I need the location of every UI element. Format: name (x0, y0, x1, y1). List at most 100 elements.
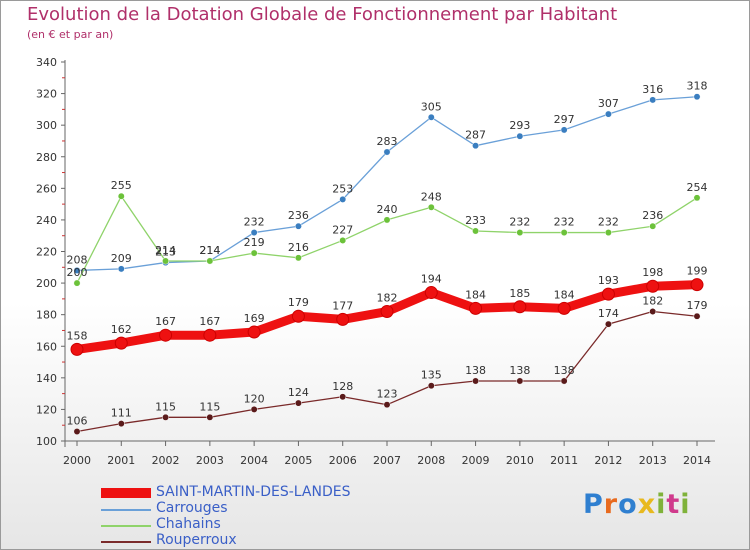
data-label-rouperroux: 124 (288, 386, 309, 399)
data-label-carrouges: 283 (377, 135, 398, 148)
data-point-rouperroux (294, 399, 302, 407)
data-label-carrouges: 307 (598, 97, 619, 110)
data-point-chahains (162, 257, 170, 265)
y-tick-label: 240 (36, 214, 57, 227)
data-point-chahains (604, 229, 612, 237)
y-tick-label: 180 (36, 309, 57, 322)
data-label-saint-martin-des-landes: 199 (687, 265, 708, 278)
data-point-rouperroux (516, 377, 524, 385)
legend-swatch (101, 541, 151, 543)
x-tick-label: 2003 (196, 454, 224, 467)
data-point-carrouges (73, 267, 81, 274)
data-label-chahains: 227 (332, 223, 353, 236)
data-label-chahains: 232 (554, 216, 575, 229)
logo-letter: i (656, 489, 667, 520)
data-label-rouperroux: 120 (244, 392, 265, 405)
legend-swatch (101, 509, 151, 511)
data-label-saint-martin-des-landes: 169 (244, 312, 265, 325)
data-label-carrouges: 208 (67, 253, 88, 266)
data-label-carrouges: 305 (421, 100, 442, 113)
y-tick-label: 140 (36, 372, 57, 385)
data-point-rouperroux (206, 413, 214, 421)
data-label-rouperroux: 138 (465, 364, 486, 377)
data-label-carrouges: 318 (687, 80, 708, 93)
chart-subtitle: (en € et par an) (27, 28, 114, 41)
data-label-carrouges: 213 (155, 246, 176, 259)
legend-item-rouperroux: Rouperroux (101, 532, 421, 548)
data-label-carrouges: 253 (332, 182, 353, 195)
data-label-rouperroux: 106 (67, 415, 88, 428)
x-tick-label: 2009 (462, 454, 490, 467)
data-label-chahains: 219 (244, 236, 265, 249)
data-point-carrouges (339, 195, 347, 203)
data-label-saint-martin-des-landes: 158 (67, 329, 88, 342)
data-label-saint-martin-des-landes: 167 (155, 315, 176, 328)
y-tick-label: 220 (36, 246, 57, 259)
data-label-carrouges: 297 (554, 113, 575, 126)
x-tick-label: 2010 (506, 454, 534, 467)
legend-swatch (101, 488, 151, 498)
x-tick-label: 2001 (107, 454, 135, 467)
data-label-chahains: 240 (377, 203, 398, 216)
data-point-chahains (427, 203, 435, 211)
data-label-rouperroux: 111 (111, 407, 132, 420)
data-point-saint-martin-des-landes (513, 300, 527, 314)
x-tick-label: 2005 (284, 454, 312, 467)
data-point-saint-martin-des-landes (114, 336, 128, 350)
data-label-chahains: 255 (111, 179, 132, 192)
data-point-carrouges (383, 148, 391, 156)
x-tick-label: 2013 (639, 454, 667, 467)
data-point-rouperroux (472, 377, 480, 385)
data-point-chahains (206, 257, 214, 265)
data-point-rouperroux (383, 401, 391, 409)
y-tick-label: 160 (36, 340, 57, 353)
data-label-rouperroux: 179 (687, 299, 708, 312)
chart-title: Evolution de la Dotation Globale de Fonc… (27, 4, 618, 25)
logo-letter: o (618, 489, 638, 520)
data-point-rouperroux (560, 377, 568, 385)
data-point-chahains (294, 254, 302, 262)
logo-letter: P (583, 489, 604, 520)
data-label-chahains: 232 (509, 216, 530, 229)
logo-letter: r (603, 489, 619, 520)
legend-swatch (101, 525, 151, 527)
data-label-rouperroux: 135 (421, 369, 442, 382)
x-tick-label: 2004 (240, 454, 268, 467)
data-point-saint-martin-des-landes (646, 279, 660, 293)
data-point-saint-martin-des-landes (336, 312, 350, 326)
data-label-chahains: 233 (465, 214, 486, 227)
data-label-chahains: 232 (598, 216, 619, 229)
legend-label: Rouperroux (156, 532, 237, 548)
data-label-saint-martin-des-landes: 167 (199, 315, 220, 328)
brand-logo: Proxiti (583, 489, 691, 520)
data-label-saint-martin-des-landes: 162 (111, 323, 132, 336)
data-point-rouperroux (604, 320, 612, 328)
data-point-carrouges (250, 229, 258, 237)
data-label-chahains: 236 (642, 209, 663, 222)
data-point-saint-martin-des-landes (601, 287, 615, 301)
data-label-rouperroux: 115 (155, 400, 176, 413)
data-point-chahains (73, 279, 81, 287)
data-label-rouperroux: 174 (598, 307, 619, 320)
data-point-chahains (339, 236, 347, 244)
y-tick-label: 200 (36, 277, 57, 290)
data-label-carrouges: 293 (509, 119, 530, 132)
series-line-rouperroux (76, 310, 698, 433)
data-label-carrouges: 236 (288, 209, 309, 222)
legend-label: SAINT-MARTIN-DES-LANDES (156, 484, 351, 500)
data-point-rouperroux (117, 420, 125, 428)
data-point-chahains (383, 216, 391, 224)
data-point-chahains (560, 229, 568, 237)
data-point-chahains (693, 194, 701, 202)
data-label-chahains: 216 (288, 241, 309, 254)
legend-label: Carrouges (156, 500, 228, 516)
data-point-rouperroux (427, 382, 435, 390)
data-label-saint-martin-des-landes: 198 (642, 266, 663, 279)
data-label-carrouges: 214 (199, 244, 220, 257)
legend-item-carrouges: Carrouges (101, 500, 421, 516)
data-label-saint-martin-des-landes: 193 (598, 274, 619, 287)
data-label-rouperroux: 138 (509, 364, 530, 377)
data-label-chahains: 254 (687, 181, 708, 194)
x-tick-label: 2014 (683, 454, 711, 467)
